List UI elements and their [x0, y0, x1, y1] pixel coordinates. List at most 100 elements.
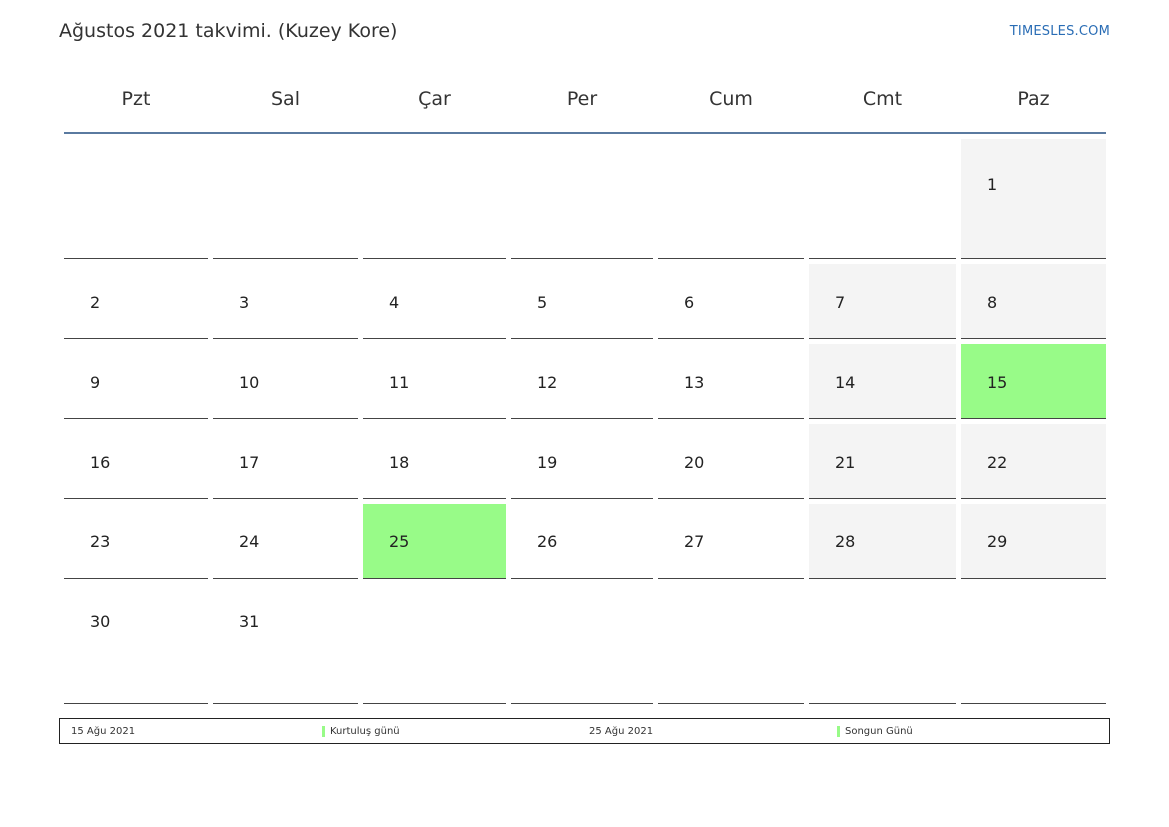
day-cell[interactable]: 18 — [363, 424, 506, 499]
legend-date: 25 Ağu 2021 — [589, 725, 654, 737]
empty-day-cell — [64, 139, 208, 259]
day-number: 25 — [389, 532, 410, 551]
weekday-header: Per — [566, 88, 598, 110]
day-number: 19 — [537, 453, 558, 472]
day-number: 28 — [835, 532, 856, 551]
day-number: 29 — [987, 532, 1008, 551]
day-number: 1 — [987, 175, 998, 194]
week-row: 30 31 — [64, 584, 1106, 704]
empty-day-cell — [511, 139, 653, 259]
holiday-color-mark — [837, 725, 840, 737]
day-cell[interactable]: 4 — [363, 264, 506, 339]
weekday-header: Çar — [418, 88, 451, 110]
day-cell[interactable]: 22 — [961, 424, 1106, 499]
day-cell[interactable]: 8 — [961, 264, 1106, 339]
weeks-container: 1 2 3 4 5 6 7 8 9 10 11 12 13 14 15 16 17 18 19 20 21 22 23 24 2… — [64, 139, 1106, 704]
day-cell[interactable]: 20 — [658, 424, 804, 499]
day-number: 22 — [987, 453, 1008, 472]
weekday-header-row: Pzt Sal Çar Per Cum Cmt Paz — [64, 66, 1106, 134]
empty-day-cell — [658, 139, 804, 259]
day-cell[interactable]: 7 — [809, 264, 956, 339]
day-number: 10 — [239, 373, 260, 392]
day-cell[interactable]: 10 — [213, 344, 358, 419]
day-number: 31 — [239, 612, 260, 631]
legend-date: 15 Ağu 2021 — [71, 725, 136, 737]
holiday-color-mark — [322, 725, 325, 737]
legend-holiday: Kurtuluş günü — [322, 719, 400, 743]
day-number: 2 — [90, 293, 101, 312]
weekday-header: Pzt — [121, 88, 151, 110]
day-number: 3 — [239, 293, 250, 312]
day-cell[interactable]: 28 — [809, 504, 956, 579]
week-row: 9 10 11 12 13 14 15 — [64, 344, 1106, 419]
day-cell[interactable]: 23 — [64, 504, 208, 579]
day-cell[interactable]: 2 — [64, 264, 208, 339]
weekday-header: Sal — [271, 88, 300, 110]
day-cell[interactable]: 13 — [658, 344, 804, 419]
day-number: 7 — [835, 293, 846, 312]
day-cell[interactable]: 30 — [64, 584, 208, 704]
week-row: 16 17 18 19 20 21 22 — [64, 424, 1106, 499]
legend-holiday-name: Songun Günü — [845, 725, 913, 737]
day-cell[interactable]: 26 — [511, 504, 653, 579]
day-cell[interactable]: 15 — [961, 344, 1106, 419]
day-number: 21 — [835, 453, 856, 472]
day-cell[interactable]: 5 — [511, 264, 653, 339]
day-cell[interactable]: 1 — [961, 139, 1106, 259]
day-number: 14 — [835, 373, 856, 392]
day-number: 13 — [684, 373, 705, 392]
empty-day-cell — [363, 584, 506, 704]
day-number: 6 — [684, 293, 695, 312]
day-cell[interactable]: 24 — [213, 504, 358, 579]
day-number: 11 — [389, 373, 410, 392]
day-cell[interactable]: 25 — [363, 504, 506, 579]
day-number: 16 — [90, 453, 111, 472]
empty-day-cell — [809, 584, 956, 704]
empty-day-cell — [363, 139, 506, 259]
day-cell[interactable]: 17 — [213, 424, 358, 499]
day-cell[interactable]: 3 — [213, 264, 358, 339]
day-number: 27 — [684, 532, 705, 551]
day-number: 26 — [537, 532, 558, 551]
empty-day-cell — [809, 139, 956, 259]
day-number: 12 — [537, 373, 558, 392]
page-title: Ağustos 2021 takvimi. (Kuzey Kore) — [59, 20, 398, 42]
day-cell[interactable]: 9 — [64, 344, 208, 419]
day-number: 9 — [90, 373, 101, 392]
legend-holiday-name: Kurtuluş günü — [330, 725, 400, 737]
day-number: 8 — [987, 293, 998, 312]
day-number: 18 — [389, 453, 410, 472]
day-number: 15 — [987, 373, 1008, 392]
day-cell[interactable]: 29 — [961, 504, 1106, 579]
empty-day-cell — [658, 584, 804, 704]
day-number: 24 — [239, 532, 260, 551]
calendar-grid: Pzt Sal Çar Per Cum Cmt Paz 1 2 3 4 5 6 7 8 9 10 1… — [64, 66, 1106, 704]
day-number: 20 — [684, 453, 705, 472]
day-cell[interactable]: 27 — [658, 504, 804, 579]
day-cell[interactable]: 21 — [809, 424, 956, 499]
day-number: 4 — [389, 293, 400, 312]
empty-day-cell — [511, 584, 653, 704]
day-number: 30 — [90, 612, 111, 631]
day-cell[interactable]: 6 — [658, 264, 804, 339]
day-cell[interactable]: 12 — [511, 344, 653, 419]
week-row: 1 — [64, 139, 1106, 259]
day-cell[interactable]: 16 — [64, 424, 208, 499]
day-cell[interactable]: 31 — [213, 584, 358, 704]
empty-day-cell — [961, 584, 1106, 704]
empty-day-cell — [213, 139, 358, 259]
weekday-header: Cmt — [862, 88, 903, 110]
day-cell[interactable]: 14 — [809, 344, 956, 419]
week-row: 2 3 4 5 6 7 8 — [64, 264, 1106, 339]
legend-holiday: Songun Günü — [837, 719, 913, 743]
weekday-header: Cum — [709, 88, 753, 110]
day-number: 5 — [537, 293, 548, 312]
weekday-header: Paz — [1017, 88, 1050, 110]
day-number: 17 — [239, 453, 260, 472]
holiday-legend: 15 Ağu 2021 Kurtuluş günü 25 Ağu 2021 So… — [59, 718, 1110, 744]
day-number: 23 — [90, 532, 111, 551]
week-row: 23 24 25 26 27 28 29 — [64, 504, 1106, 579]
day-cell[interactable]: 19 — [511, 424, 653, 499]
brand-link[interactable]: TIMESLES.COM — [1009, 24, 1110, 39]
day-cell[interactable]: 11 — [363, 344, 506, 419]
